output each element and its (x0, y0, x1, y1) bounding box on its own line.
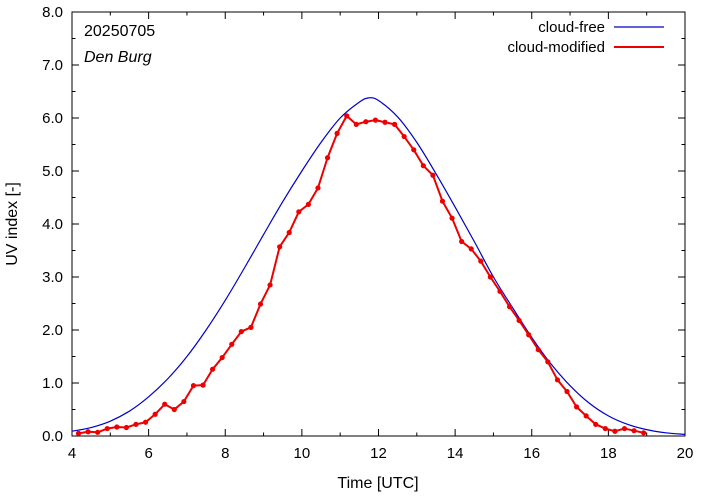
data-point-cloud-modified (133, 421, 139, 427)
x-tick-label: 16 (523, 445, 540, 462)
y-tick-label: 7.0 (42, 57, 63, 74)
y-tick-label: 5.0 (42, 163, 63, 180)
data-point-cloud-modified (238, 328, 244, 335)
x-tick-label: 6 (144, 445, 152, 462)
data-point-cloud-modified (583, 413, 589, 419)
data-point-cloud-modified (535, 347, 541, 353)
data-point-cloud-modified (324, 155, 331, 161)
data-point-cloud-modified (85, 429, 91, 435)
x-axis-label: Time [UTC] (337, 475, 418, 492)
data-point-cloud-modified (612, 428, 618, 434)
data-point-cloud-modified (257, 301, 264, 307)
data-point-cloud-modified (190, 383, 197, 389)
data-point-cloud-modified (593, 421, 599, 427)
data-point-cloud-modified (296, 209, 302, 215)
legend-label-cloud-modified: cloud-modified (507, 39, 605, 56)
data-point-cloud-modified (75, 430, 82, 436)
y-tick-label: 2.0 (42, 322, 63, 339)
data-point-cloud-modified (573, 404, 580, 410)
data-point-cloud-modified (363, 119, 369, 125)
station-annotation: Den Burg (84, 49, 152, 66)
data-point-cloud-modified (95, 429, 101, 435)
data-point-cloud-modified (468, 246, 474, 252)
data-point-cloud-modified (449, 215, 455, 221)
data-point-cloud-modified (487, 274, 493, 280)
data-point-cloud-modified (401, 133, 407, 140)
y-tick-label: 0.0 (42, 428, 63, 445)
data-point-cloud-modified (219, 354, 225, 361)
data-point-cloud-modified (372, 117, 379, 123)
data-point-cloud-modified (602, 425, 608, 432)
y-tick-label: 4.0 (42, 216, 63, 233)
data-point-cloud-modified (506, 304, 513, 310)
data-point-cloud-modified (315, 185, 321, 191)
data-point-cloud-modified (430, 172, 436, 178)
data-point-cloud-modified (162, 401, 168, 407)
data-point-cloud-modified (181, 398, 187, 405)
data-point-cloud-modified (248, 324, 254, 330)
y-tick-label: 6.0 (42, 110, 63, 127)
data-point-cloud-modified (545, 359, 551, 365)
data-point-cloud-modified (123, 424, 129, 431)
data-point-cloud-modified (564, 388, 570, 395)
data-point-cloud-modified (391, 121, 398, 127)
series-line-cloud-free (71, 97, 686, 436)
legend: cloud-free cloud-modified (507, 19, 664, 56)
series-layer (71, 97, 686, 436)
legend-label-cloud-free: cloud-free (538, 19, 605, 36)
x-tick-label: 12 (370, 445, 387, 462)
data-point-cloud-modified (554, 377, 561, 383)
x-tick-label: 18 (600, 445, 617, 462)
data-point-cloud-modified (353, 121, 359, 127)
x-tick-label: 4 (68, 445, 76, 462)
data-point-cloud-modified (286, 229, 292, 236)
data-point-cloud-modified (439, 198, 446, 204)
x-tick-label: 10 (294, 445, 311, 462)
data-point-cloud-modified (104, 425, 110, 432)
data-point-cloud-modified (420, 163, 426, 169)
data-point-cloud-modified (344, 113, 350, 119)
data-point-cloud-modified (142, 419, 149, 425)
data-point-cloud-modified (478, 258, 484, 264)
data-point-cloud-modified (305, 201, 311, 207)
data-point-cloud-modified (526, 332, 532, 338)
data-point-cloud-modified (411, 147, 417, 153)
data-point-cloud-modified (210, 366, 216, 372)
x-tick-label: 14 (447, 445, 464, 462)
x-tick-label: 8 (221, 445, 229, 462)
data-point-cloud-modified (277, 244, 283, 250)
y-tick-label: 8.0 (42, 4, 63, 21)
data-point-cloud-modified (497, 288, 503, 294)
data-point-cloud-modified (114, 424, 120, 430)
data-point-cloud-modified (229, 341, 235, 347)
data-point-cloud-modified (459, 238, 465, 245)
data-point-cloud-modified (267, 282, 273, 288)
x-tick-label: 20 (677, 445, 694, 462)
y-axis-label: UV index [-] (4, 182, 21, 266)
y-tick-label: 1.0 (42, 375, 63, 392)
y-tick-label: 3.0 (42, 269, 63, 286)
data-point-cloud-modified (516, 317, 522, 324)
data-point-cloud-modified (334, 130, 340, 136)
data-point-cloud-modified (382, 119, 388, 125)
data-point-cloud-modified (621, 425, 628, 432)
data-point-cloud-modified (641, 430, 647, 436)
data-point-cloud-modified (171, 406, 177, 413)
axis-ticks (72, 12, 685, 436)
axis-tick-labels: 4 6 8 10 12 14 16 18 20 0.0 1.0 2.0 3.0 4.0 5.0 6.0 7.0 8… (42, 4, 693, 462)
data-point-cloud-modified (631, 428, 637, 434)
data-point-cloud-modified (152, 411, 158, 417)
data-point-cloud-modified (200, 382, 206, 388)
date-annotation: 20250705 (84, 23, 155, 40)
